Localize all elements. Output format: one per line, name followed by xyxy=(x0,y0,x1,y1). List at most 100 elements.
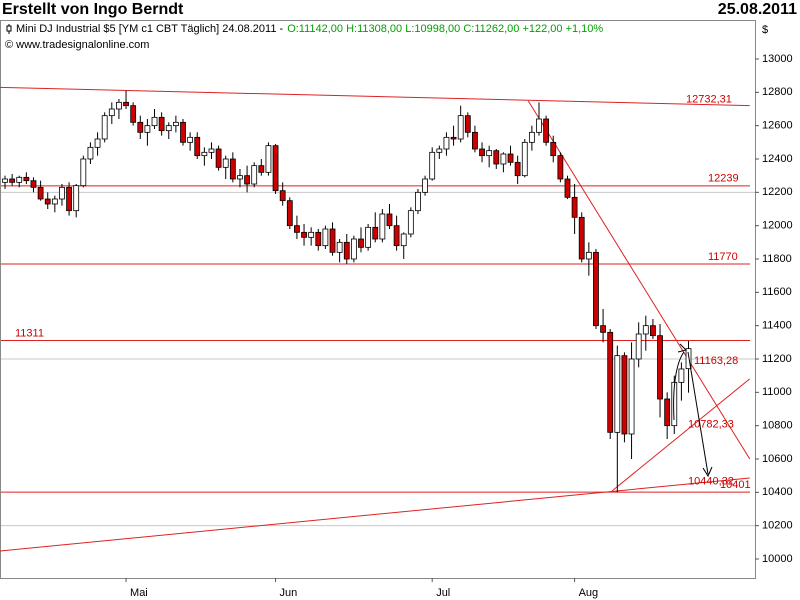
candle-body xyxy=(443,136,450,150)
candle-body xyxy=(343,241,350,260)
candle-body xyxy=(258,165,265,173)
level-label: 11311 xyxy=(15,327,44,339)
candle-body xyxy=(329,228,336,253)
trend-label: 10440,32 xyxy=(688,476,734,488)
candle-body xyxy=(144,125,151,133)
candle-body xyxy=(600,325,606,333)
candle-body xyxy=(251,165,258,185)
candle-body xyxy=(237,175,243,180)
candle-body xyxy=(294,225,300,233)
candle-body xyxy=(286,200,293,227)
candle-body xyxy=(279,190,286,202)
candle-body xyxy=(450,136,457,140)
trend-label: 10782,33 xyxy=(688,419,734,431)
candle-body xyxy=(422,178,428,193)
candle-body xyxy=(151,116,158,127)
y-tick-label: 12200 xyxy=(762,186,793,198)
candle-body xyxy=(265,145,272,173)
page-title: Erstellt von Ingo Berndt xyxy=(2,1,184,18)
candle-body xyxy=(621,355,628,435)
candle-body xyxy=(108,108,115,117)
candle-body xyxy=(393,225,400,247)
candle-body xyxy=(272,145,279,192)
source: © www.tradesignalonline.com xyxy=(5,39,149,51)
trend-label: 11163,28 xyxy=(694,355,738,367)
instrument: Mini DJ Industrial $5 [YM c1 CBT Täglich… xyxy=(16,23,284,35)
candle-body xyxy=(116,101,122,110)
level-label: 11770 xyxy=(708,251,738,263)
candle-body xyxy=(87,146,94,160)
candle-body xyxy=(479,148,485,157)
candle-body xyxy=(130,105,137,123)
plot-frame xyxy=(0,20,756,579)
candle-body xyxy=(514,161,521,177)
candle-body xyxy=(593,251,599,327)
candle-body xyxy=(614,355,621,433)
trend-line xyxy=(611,378,751,492)
x-tick-label: Jun xyxy=(280,587,298,599)
candle-body xyxy=(372,226,379,240)
trend-line xyxy=(0,477,750,552)
candle-body xyxy=(315,231,322,247)
candle-body xyxy=(165,125,172,132)
candle-body xyxy=(73,185,80,212)
candle-body xyxy=(657,335,663,400)
candle-body xyxy=(564,178,571,198)
arrows xyxy=(673,343,713,478)
candle-body xyxy=(80,158,87,187)
candle-body xyxy=(215,148,222,168)
candle-body xyxy=(137,121,144,133)
candle-body xyxy=(493,150,500,165)
candle-body xyxy=(336,241,343,253)
candle-body xyxy=(229,158,236,180)
candle-body xyxy=(436,148,443,153)
x-tick-label: Aug xyxy=(579,587,599,599)
candle-body xyxy=(365,226,372,248)
info-icon xyxy=(6,24,12,34)
candle-body xyxy=(543,118,550,143)
candle-body xyxy=(187,136,194,143)
candle-body xyxy=(222,158,229,168)
candle-body xyxy=(44,198,51,205)
candle-body xyxy=(350,238,357,260)
trend-line xyxy=(527,100,751,460)
trend-line xyxy=(0,86,750,107)
candle-body xyxy=(685,348,692,370)
plot-area: 12239 11770 11311 10401 12732,31 11163,28 1078… xyxy=(0,86,755,552)
candle-body xyxy=(386,213,393,227)
level-label: 10401 xyxy=(720,479,751,491)
y-tick-label: 11400 xyxy=(762,320,792,332)
y-tick-label: 10800 xyxy=(762,420,793,432)
candle-body xyxy=(30,180,37,188)
x-tick-label: Mai xyxy=(130,587,148,599)
candle-body xyxy=(400,233,407,247)
y-tick-label: 12400 xyxy=(762,153,793,165)
candle-body xyxy=(9,178,16,183)
candle-body xyxy=(66,186,72,212)
candle-body xyxy=(201,151,208,157)
quote: O:11142,00 H:11308,00 L:10998,00 C:11262… xyxy=(287,23,603,35)
candle-body xyxy=(457,115,464,140)
candle-body xyxy=(642,325,649,335)
candle-body xyxy=(301,231,307,238)
y-tick-label: 10400 xyxy=(762,486,793,498)
candle-body xyxy=(208,148,215,153)
candle-body xyxy=(94,138,101,148)
candle-body xyxy=(322,228,329,247)
candle-body xyxy=(358,238,364,248)
y-tick-label: 12000 xyxy=(762,220,793,232)
trend-label: 12732,31 xyxy=(686,94,732,106)
candle-body xyxy=(664,398,671,427)
candle-body xyxy=(536,118,542,133)
candle-body xyxy=(123,101,129,107)
candle-body xyxy=(578,216,585,260)
page-date: 25.08.2011 xyxy=(718,1,797,18)
candle-body xyxy=(521,141,528,177)
candle-body xyxy=(507,153,514,163)
candle-body xyxy=(180,121,186,143)
candle-body xyxy=(2,178,8,183)
candle-body xyxy=(678,368,685,383)
y-tick-label: 11600 xyxy=(762,286,792,298)
y-tick-label: 10200 xyxy=(762,520,793,532)
